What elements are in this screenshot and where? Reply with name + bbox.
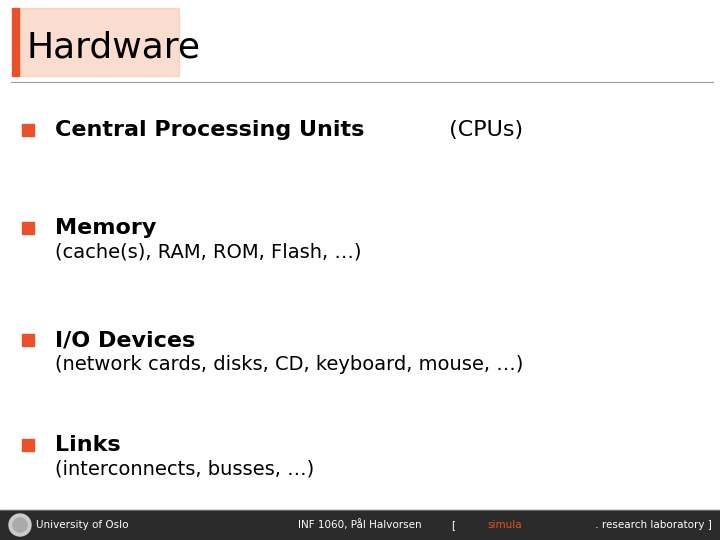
Text: Memory: Memory [55,218,156,238]
Circle shape [9,514,31,536]
Bar [0,510,720,540]
Bar [22,222,34,234]
Text: (interconnects, busses, …): (interconnects, busses, …) [55,460,314,478]
Text: I/O Devices: I/O Devices [55,330,195,350]
Circle shape [13,518,27,532]
Bar [22,439,34,451]
Text: (CPUs): (CPUs) [442,120,523,140]
Bar [12,8,19,76]
Bar [19,8,179,76]
Text: Central Processing Units: Central Processing Units [55,120,364,140]
Text: INF 1060, Pål Halvorsen: INF 1060, Pål Halvorsen [298,519,422,530]
Text: University of Oslo: University of Oslo [36,520,128,530]
Bar [22,334,34,346]
Text: Hardware: Hardware [27,30,201,64]
Bar [22,124,34,136]
Text: . research laboratory ]: . research laboratory ] [592,520,712,530]
Text: Links: Links [55,435,121,455]
Text: (cache(s), RAM, ROM, Flash, …): (cache(s), RAM, ROM, Flash, …) [55,242,361,261]
Text: (network cards, disks, CD, keyboard, mouse, …): (network cards, disks, CD, keyboard, mou… [55,354,523,374]
Text: [: [ [452,520,460,530]
Text: simula: simula [487,520,522,530]
